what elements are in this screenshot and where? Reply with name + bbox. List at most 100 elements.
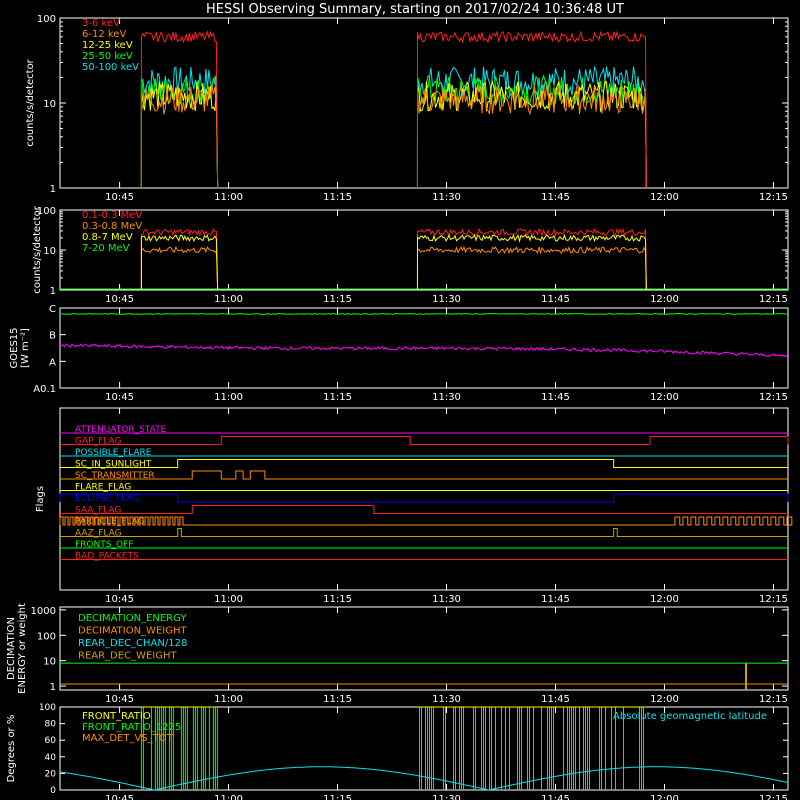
x-tick-label: 11:30	[432, 294, 461, 305]
x-tick-label: 11:00	[214, 594, 243, 605]
x-tick-label: 10:45	[105, 294, 134, 305]
y-tick-label: 10	[43, 246, 56, 257]
y-tick-label: 10	[43, 657, 56, 668]
x-tick-label: 11:45	[541, 192, 570, 203]
legend-entry: 25-50 keV	[82, 51, 133, 62]
y-tick-label: A0.1	[33, 384, 56, 395]
y-tick-label: 1	[50, 184, 56, 195]
y-axis-label: Flags	[35, 486, 46, 512]
y-axis-label-2: ENERGY or weight	[17, 603, 28, 694]
x-tick-label: 10:45	[105, 694, 134, 705]
legend-entry: 12-25 keV	[82, 40, 133, 51]
x-tick-label: 12:15	[759, 294, 788, 305]
x-tick-label: 10:45	[105, 594, 134, 605]
flag-label: SAA_FLAG	[75, 506, 121, 516]
x-tick-label: 11:00	[214, 794, 243, 800]
y-tick-label: 60	[45, 736, 57, 746]
flag-label: GAP_FLAG	[75, 437, 121, 447]
geomagnetic-latitude-trace	[59, 766, 789, 791]
y-tick-label: 100	[37, 14, 56, 25]
legend-entry: REAR_DEC_CHAN/128	[78, 638, 187, 649]
series-trace-4	[140, 65, 647, 189]
x-tick-label: 11:00	[214, 294, 243, 305]
x-tick-label: 11:45	[541, 294, 570, 305]
y-axis-label: counts/s/detector	[32, 205, 43, 293]
series-trace-1	[140, 245, 647, 291]
y-tick-label: 1	[50, 682, 56, 693]
y-axis-label: Degrees or %	[6, 715, 17, 783]
flag-trace-8	[59, 516, 793, 526]
x-tick-label: 12:00	[650, 294, 679, 305]
x-tick-label: 11:45	[541, 392, 570, 403]
y-tick-label: 100	[37, 631, 56, 642]
flag-trace-1	[60, 436, 789, 445]
series-trace-0	[140, 227, 647, 291]
x-tick-label: 12:00	[650, 694, 679, 705]
flag-label: SC_TRANSMITTER	[75, 471, 155, 481]
legend-entry: DECIMATION_ENERGY	[78, 613, 187, 624]
series-trace-0	[140, 30, 647, 189]
x-tick-label: 10:45	[105, 192, 134, 203]
x-tick-label: 11:15	[323, 594, 352, 605]
legend-entry: 7-20 MeV	[82, 243, 130, 254]
x-tick-label: 12:15	[759, 594, 788, 605]
y-axis-label: GOES15	[9, 327, 20, 368]
legend-entry: 50-100 keV	[82, 62, 139, 73]
flag-trace-7	[60, 505, 788, 514]
y-tick-label: 100	[37, 206, 56, 217]
x-tick-label: 11:00	[214, 694, 243, 705]
y-tick-label: 10	[43, 99, 56, 110]
x-tick-label: 12:15	[759, 694, 788, 705]
x-tick-label: 12:00	[650, 192, 679, 203]
x-tick-label: 12:15	[759, 192, 788, 203]
front-ratio-bars	[419, 707, 644, 790]
panel-frame-decimation	[59, 606, 789, 691]
flag-label: BAD_PACKETS	[75, 552, 139, 562]
panel-frame-goes	[59, 307, 789, 389]
x-tick-label: 11:15	[323, 294, 352, 305]
legend-entry: 0.3-0.8 MeV	[82, 221, 142, 232]
flag-label: ECLIPSE_FLAG	[75, 494, 139, 504]
flag-label: AAZ_FLAG	[75, 529, 122, 539]
y-tick-label: 0	[50, 786, 56, 796]
legend-entry: FRONT_RATIO_1225	[82, 722, 181, 733]
flag-label: ATTENUATOR_STATE	[75, 425, 167, 435]
legend-entry: 3-6 keV	[82, 18, 120, 29]
y-tick-label: 40	[45, 753, 57, 763]
x-tick-label: 11:30	[432, 694, 461, 705]
y-tick-label: B	[49, 331, 56, 342]
y-axis-label-units: [W m⁻²]	[20, 328, 31, 368]
x-tick-label: 12:15	[759, 392, 788, 403]
x-tick-label: 11:30	[432, 594, 461, 605]
flag-label: SC_IN_SUNLIGHT	[75, 460, 152, 470]
y-axis-label: counts/s/detector	[25, 58, 36, 146]
x-tick-label: 12:00	[650, 794, 679, 800]
x-tick-label: 11:45	[541, 794, 570, 800]
legend-entry: 6-12 keV	[82, 29, 126, 40]
y-tick-label: 20	[45, 769, 57, 779]
legend-entry: DECIMATION_WEIGHT	[78, 626, 187, 637]
goes-short-trace	[59, 343, 788, 358]
x-tick-label: 12:15	[759, 794, 788, 800]
panels: 10:45 11:00 11:15 11:30 11:45 12:00 12:1510010…	[6, 14, 793, 800]
x-tick-label: 11:30	[432, 392, 461, 403]
flag-trace-4	[60, 470, 788, 480]
x-tick-label: 11:15	[323, 392, 352, 403]
right-axis-label: Absolute geomagnetic latitude	[613, 711, 767, 722]
x-tick-label: 10:45	[105, 794, 134, 800]
flag-trace-3	[60, 459, 788, 468]
y-tick-label: 1000	[31, 606, 56, 617]
y-tick-label: 80	[45, 720, 57, 730]
chart-title: HESSI Observing Summary, starting on 201…	[206, 2, 624, 17]
x-tick-label: 12:00	[650, 594, 679, 605]
x-tick-label: 11:15	[323, 192, 352, 203]
legend-entry: 0.8-7 MeV	[82, 232, 133, 243]
legend-entry: 0.1-0.3 MeV	[82, 210, 142, 221]
x-tick-label: 11:00	[214, 192, 243, 203]
legend-entry: REAR_DEC_WEIGHT	[78, 651, 177, 662]
flag-trace-6	[59, 493, 789, 503]
legend-entry: MAX_DET_VS_TOT	[82, 733, 174, 744]
flag-trace-9	[60, 528, 788, 537]
